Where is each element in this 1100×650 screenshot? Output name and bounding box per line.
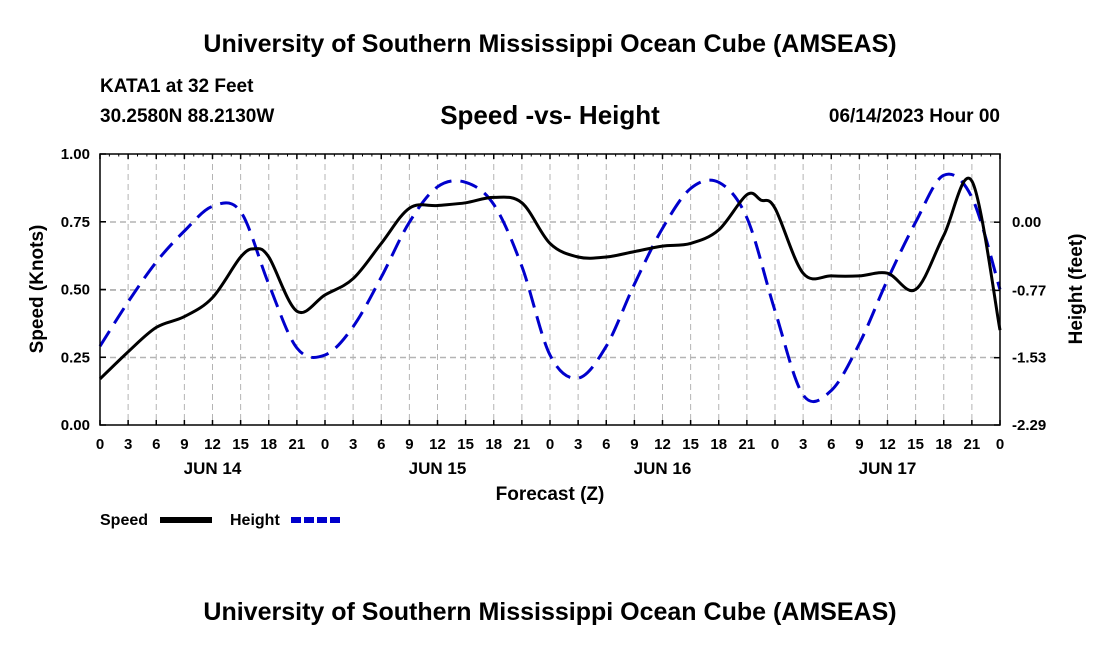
y-tick-label: 1.00 — [61, 146, 90, 163]
x-tick-label: 0 — [546, 436, 554, 453]
x-tick-label: 0 — [996, 436, 1004, 453]
x-tick-label: 21 — [964, 436, 981, 453]
x-tick-label: 15 — [457, 436, 474, 453]
x-tick-label: 0 — [96, 436, 104, 453]
x-tick-label: 9 — [405, 436, 413, 453]
x-tick-label: 0 — [321, 436, 329, 453]
x-tick-label: 3 — [799, 436, 807, 453]
legend-label-height: Height — [230, 512, 280, 529]
height-series-line — [98, 172, 1002, 404]
grid — [100, 154, 1000, 426]
day-label: JUN 17 — [859, 459, 917, 478]
x-tick-label: 21 — [289, 436, 306, 453]
y2-tick-label: -0.77 — [1012, 282, 1046, 299]
speed-series-line — [98, 176, 1002, 380]
x-tick-label: 18 — [260, 436, 277, 453]
day-label: JUN 15 — [409, 459, 467, 478]
x-tick-label: 12 — [429, 436, 446, 453]
x-tick-label: 3 — [349, 436, 357, 453]
x-tick-label: 9 — [855, 436, 863, 453]
chart-title: University of Southern Mississippi Ocean… — [203, 30, 897, 58]
x-tick-label: 12 — [879, 436, 896, 453]
x-tick-label: 6 — [377, 436, 385, 453]
x-tick-label: 3 — [574, 436, 582, 453]
y2-axis-title: Height (feet) — [1066, 234, 1087, 345]
forecast-datetime: 06/14/2023 Hour 00 — [828, 106, 1000, 127]
y-tick-label: 0.00 — [61, 417, 90, 434]
x-tick-label: 18 — [710, 436, 727, 453]
x-tick-label: 6 — [602, 436, 610, 453]
x-tick-label: 18 — [485, 436, 502, 453]
day-label: JUN 14 — [184, 459, 242, 478]
x-tick-label: 12 — [204, 436, 221, 453]
speed-height-chart: 0 3 6 9 12 15 18 21 0 3 6 9 12 15 18 21 0 3 6 9 12 15 18 21 0 3 6 9… — [27, 146, 1087, 529]
station-label: KATA1 at 32 Feet — [100, 76, 254, 97]
chart-subtitle: Speed -vs- Height — [440, 100, 660, 130]
x-tick-label: 21 — [514, 436, 531, 453]
y2-tick-label: -1.53 — [1012, 350, 1046, 367]
legend-label-speed: Speed — [100, 512, 148, 529]
x-tick-label: 6 — [152, 436, 160, 453]
y-tick-label: 0.75 — [61, 214, 90, 231]
x-tick-label: 3 — [124, 436, 132, 453]
footer-title: University of Southern Mississippi Ocean… — [203, 598, 897, 626]
x-tick-label: 15 — [232, 436, 249, 453]
y2-tick-label: -2.29 — [1012, 417, 1046, 434]
axes: 0 3 6 9 12 15 18 21 0 3 6 9 12 15 18 21 0 3 6 9 12 15 18 21 0 3 6 9… — [61, 146, 1046, 478]
x-tick-label: 12 — [654, 436, 671, 453]
x-tick-label: 15 — [907, 436, 924, 453]
y-tick-label: 0.50 — [61, 282, 90, 299]
day-label: JUN 16 — [634, 459, 692, 478]
series-lines — [98, 172, 1002, 404]
station-coordinates: 30.2580N 88.2130W — [100, 106, 275, 127]
x-axis-title: Forecast (Z) — [496, 484, 605, 505]
x-tick-label: 9 — [180, 436, 188, 453]
y-tick-label: 0.25 — [61, 349, 90, 366]
y2-tick-label: 0.00 — [1012, 214, 1041, 231]
x-tick-label: 0 — [771, 436, 779, 453]
x-tick-label: 6 — [827, 436, 835, 453]
y-axis-title: Speed (Knots) — [27, 225, 48, 354]
x-tick-label: 18 — [935, 436, 952, 453]
x-tick-label: 21 — [739, 436, 756, 453]
x-tick-label: 9 — [630, 436, 638, 453]
x-tick-label: 15 — [682, 436, 699, 453]
legend: Speed Height — [100, 512, 343, 529]
